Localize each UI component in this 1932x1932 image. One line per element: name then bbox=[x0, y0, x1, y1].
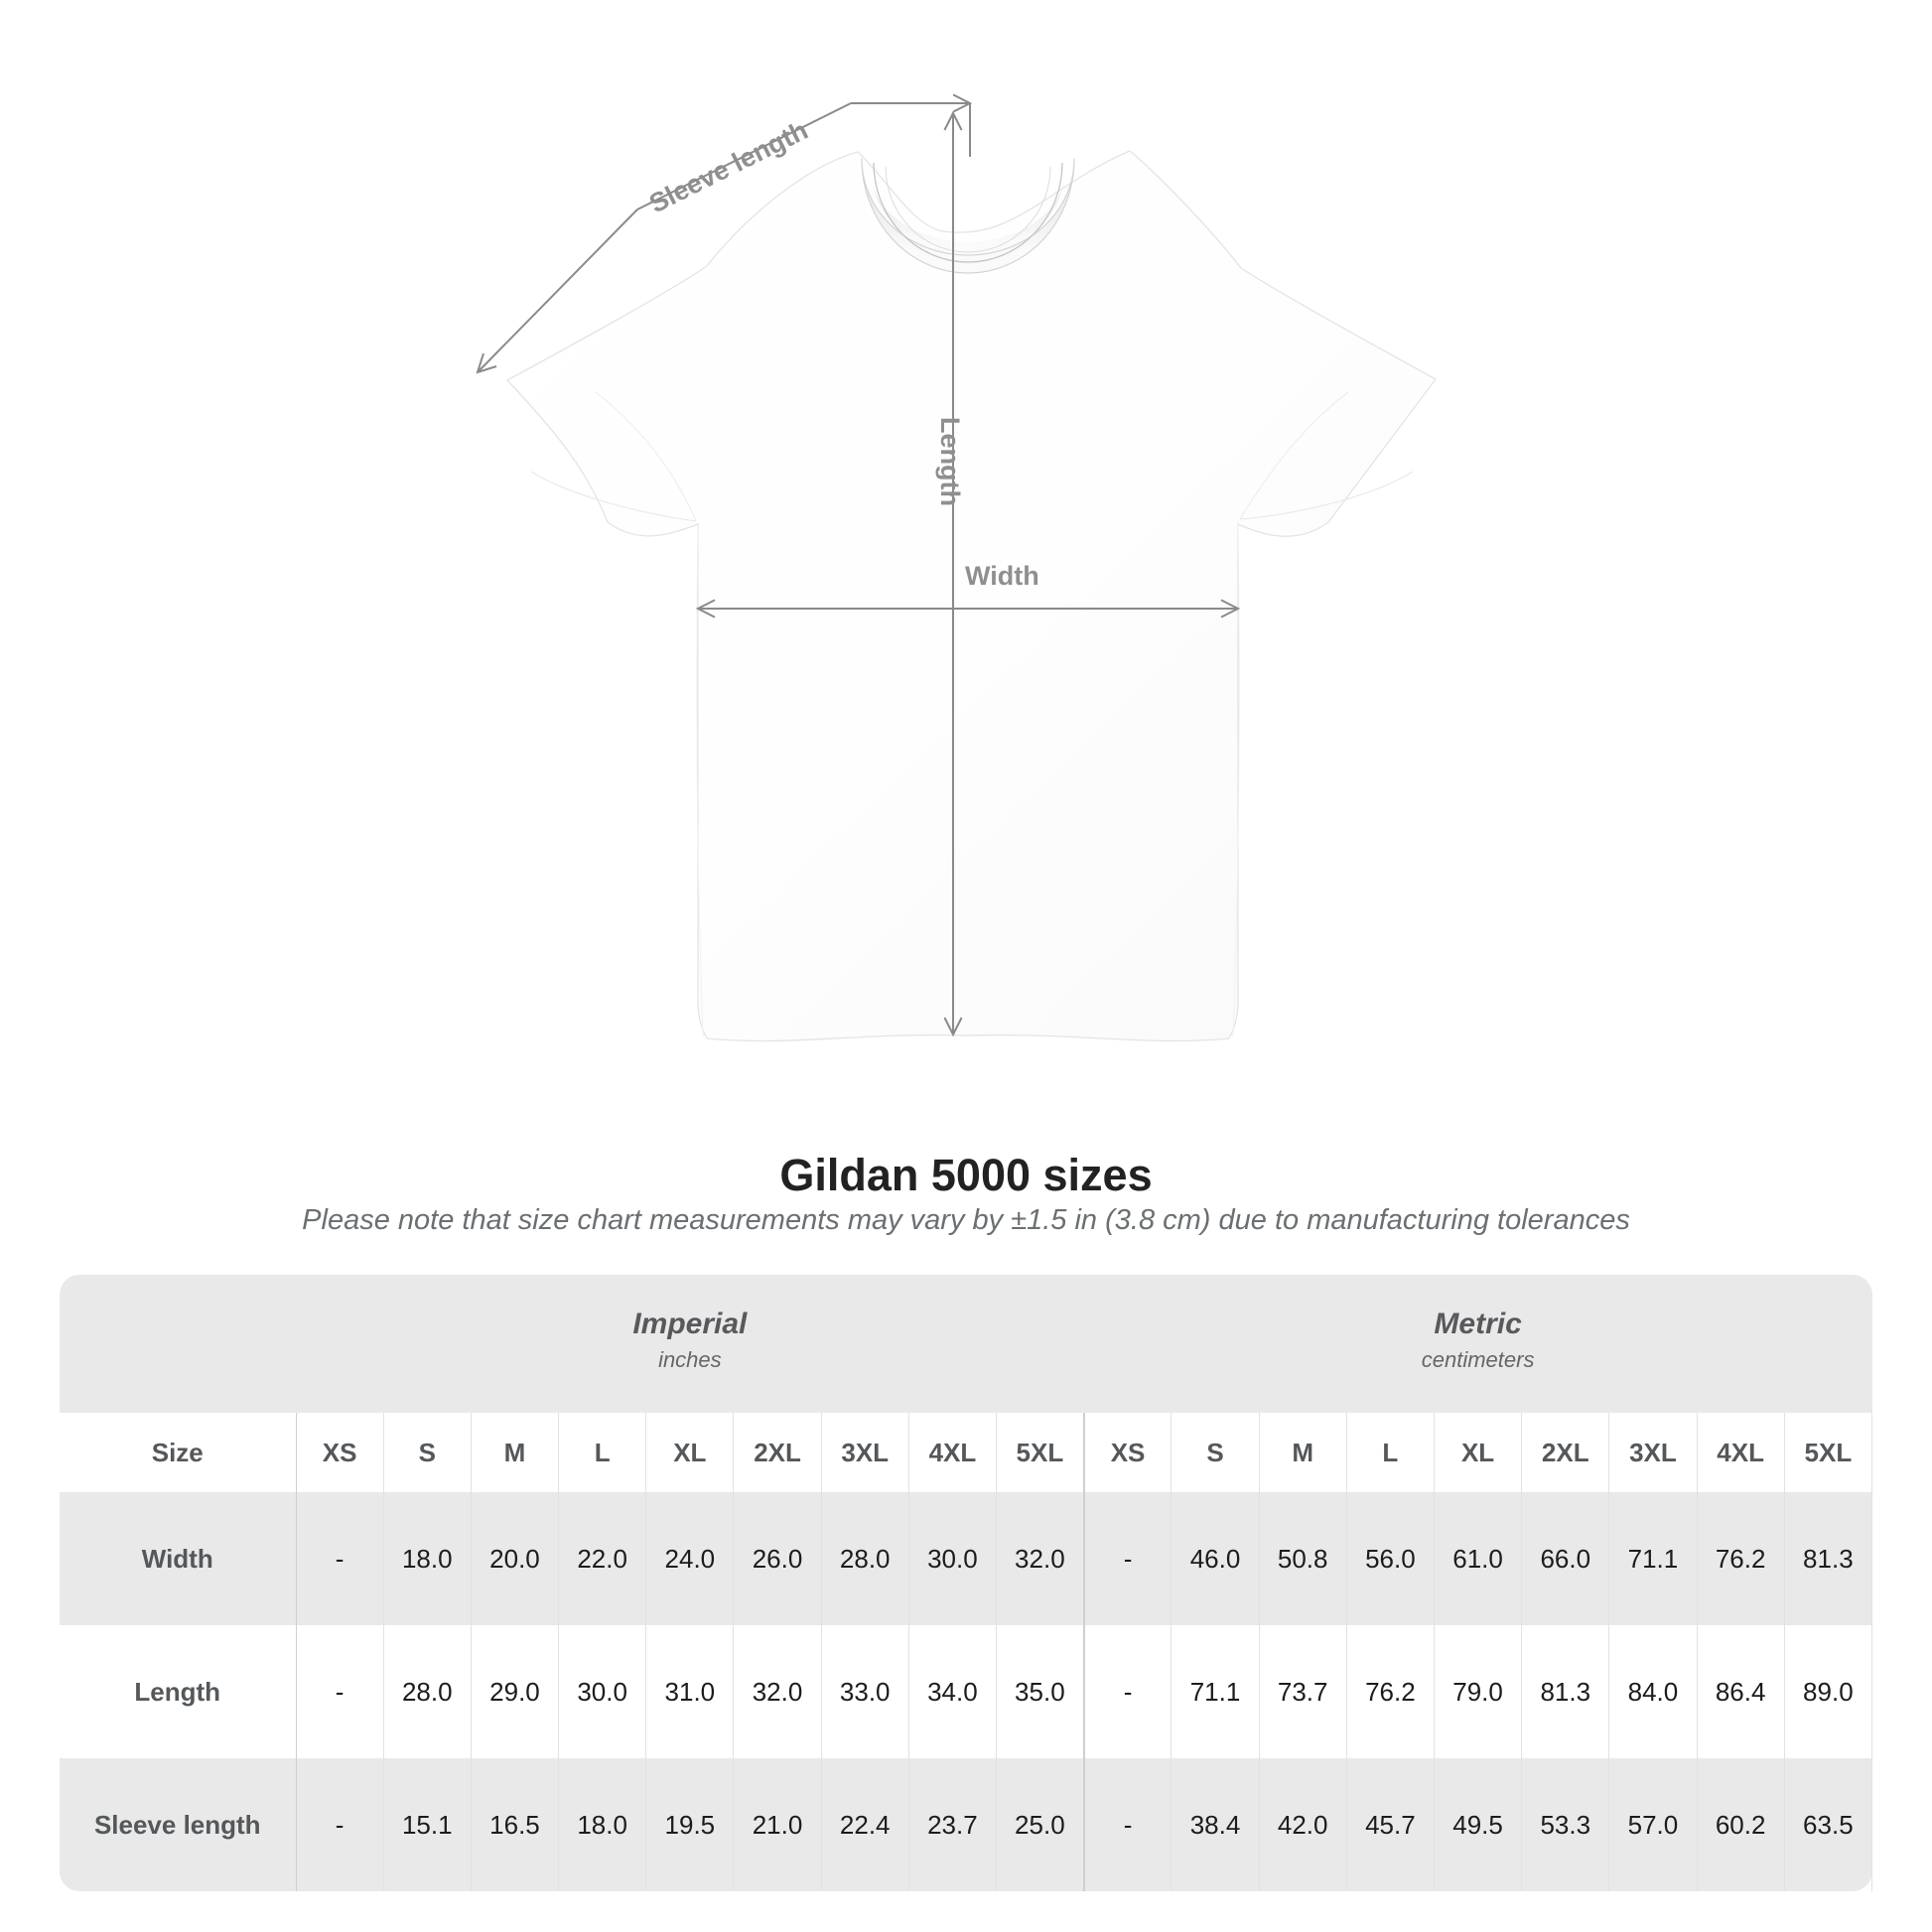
svg-text:Width: Width bbox=[965, 561, 1039, 591]
svg-text:Length: Length bbox=[935, 417, 965, 506]
